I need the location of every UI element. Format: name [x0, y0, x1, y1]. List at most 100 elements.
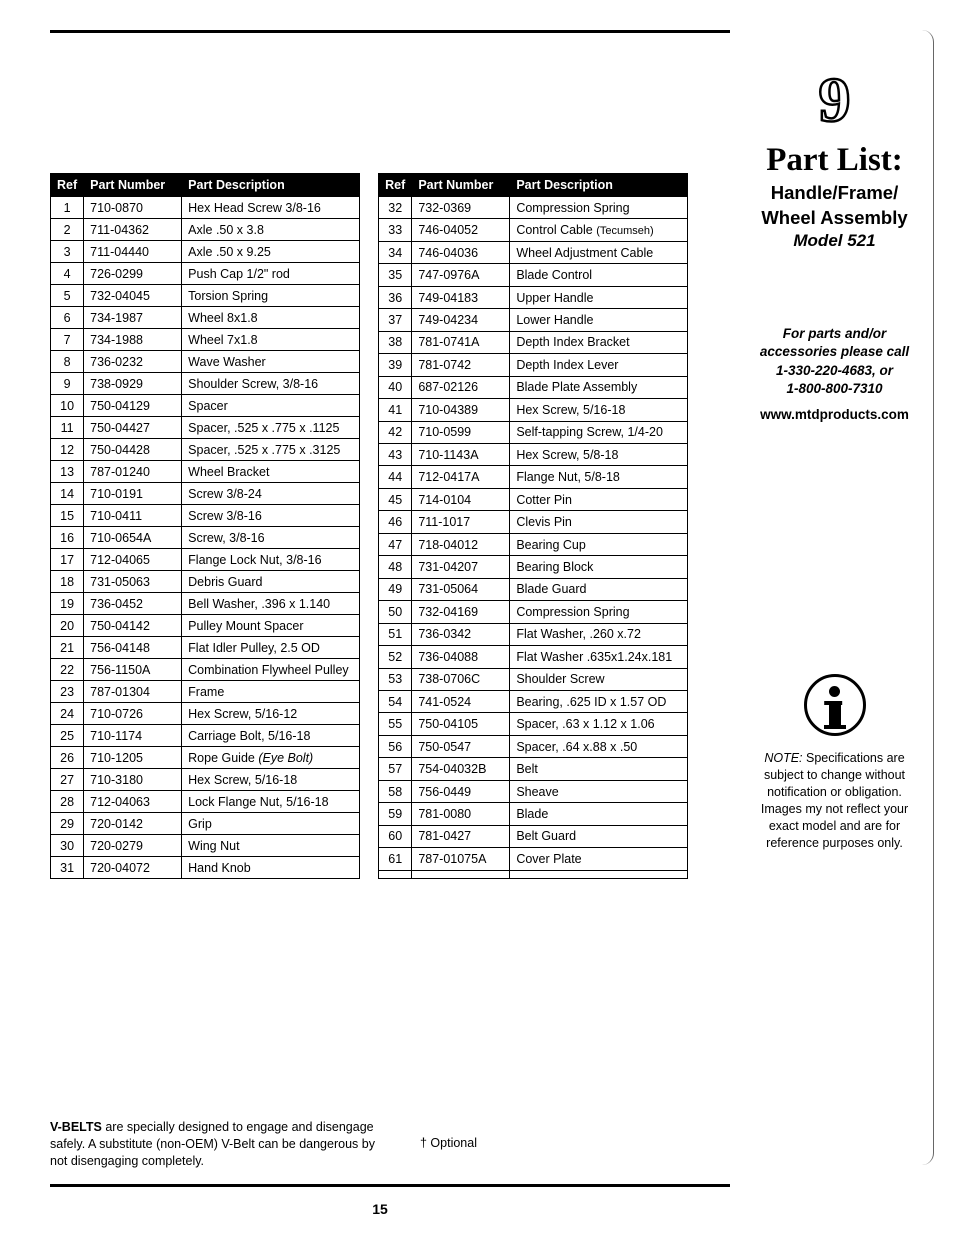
- cell-ref: 34: [379, 241, 412, 263]
- cell-part-number: 718-04012: [412, 533, 510, 555]
- table-row: 37749-04234Lower Handle: [379, 309, 688, 331]
- cell-part-number: 720-0142: [84, 813, 182, 835]
- cell-ref: 4: [51, 263, 84, 285]
- cell-part-number: 710-3180: [84, 769, 182, 791]
- cell-part-number: 750-04142: [84, 615, 182, 637]
- table-row: 50732-04169Compression Spring: [379, 601, 688, 623]
- phone-1: 1-330-220-4683, or: [760, 362, 909, 380]
- cell-part-number: 750-04105: [412, 713, 510, 735]
- cell-part-description: Hand Knob: [182, 857, 360, 879]
- cell-part-description: Pulley Mount Spacer: [182, 615, 360, 637]
- table-row: 2711-04362Axle .50 x 3.8: [51, 219, 360, 241]
- table-row: 57754-04032BBelt: [379, 758, 688, 780]
- cell-part-description: Spacer: [182, 395, 360, 417]
- table-row: 4726-0299Push Cap 1/2" rod: [51, 263, 360, 285]
- cell-part-description: Frame: [182, 681, 360, 703]
- cell-ref: 60: [379, 825, 412, 847]
- cell-part-number: 746-04052: [412, 219, 510, 241]
- cell-ref: 13: [51, 461, 84, 483]
- table-row: 29720-0142Grip: [51, 813, 360, 835]
- contact-lead-1: For parts and/or: [760, 325, 909, 343]
- cell-part-description: Shoulder Screw, 3/8-16: [182, 373, 360, 395]
- cell-ref: 18: [51, 571, 84, 593]
- cell-ref: 42: [379, 421, 412, 443]
- cell-part-number: 750-04428: [84, 439, 182, 461]
- cell-part-number: 714-0104: [412, 488, 510, 510]
- cell-part-description: Flat Washer .635x1.24x.181: [510, 646, 688, 668]
- cell-part-number: 710-0870: [84, 197, 182, 219]
- cell-part-description: Wheel 7x1.8: [182, 329, 360, 351]
- cell-part-number: 732-0369: [412, 197, 510, 219]
- cell-part-number: 726-0299: [84, 263, 182, 285]
- table-row: 44712-0417AFlange Nut, 5/8-18: [379, 466, 688, 488]
- cell-ref: 12: [51, 439, 84, 461]
- chapter-number: 9: [819, 68, 851, 132]
- cell-ref: 30: [51, 835, 84, 857]
- cell-ref: 37: [379, 309, 412, 331]
- cell-ref: 44: [379, 466, 412, 488]
- cell-part-description: Push Cap 1/2" rod: [182, 263, 360, 285]
- table-row: 27710-3180Hex Screw, 5/16-18: [51, 769, 360, 791]
- cell-part-number: [412, 870, 510, 878]
- cell-part-number: 749-04234: [412, 309, 510, 331]
- cell-ref: 10: [51, 395, 84, 417]
- cell-ref: 27: [51, 769, 84, 791]
- cell-part-description: Control Cable (Tecumseh): [510, 219, 688, 241]
- cell-part-description: Hex Screw, 5/8-18: [510, 443, 688, 465]
- cell-part-number: 720-0279: [84, 835, 182, 857]
- cell-part-description: Bearing Block: [510, 556, 688, 578]
- table-row: 33746-04052Control Cable (Tecumseh): [379, 219, 688, 241]
- cell-ref: 32: [379, 197, 412, 219]
- cell-part-description: Cover Plate: [510, 848, 688, 870]
- cell-part-number: 747-0976A: [412, 264, 510, 286]
- table-row: 12750-04428Spacer, .525 x .775 x .3125: [51, 439, 360, 461]
- cell-ref: 41: [379, 399, 412, 421]
- cell-ref: 57: [379, 758, 412, 780]
- table-row: 24710-0726Hex Screw, 5/16-12: [51, 703, 360, 725]
- table-row: 22756-1150ACombination Flywheel Pulley: [51, 659, 360, 681]
- cell-ref: 29: [51, 813, 84, 835]
- table-row: 59781-0080Blade: [379, 803, 688, 825]
- table-row: 51736-0342Flat Washer, .260 x.72: [379, 623, 688, 645]
- cell-ref: 19: [51, 593, 84, 615]
- table-row: 34746-04036Wheel Adjustment Cable: [379, 241, 688, 263]
- cell-part-number: 710-0599: [412, 421, 510, 443]
- table-row: 42710-0599Self-tapping Screw, 1/4-20: [379, 421, 688, 443]
- table-row: 39781-0742Depth Index Lever: [379, 354, 688, 376]
- cell-ref: [379, 870, 412, 878]
- cell-part-description: Blade: [510, 803, 688, 825]
- cell-part-number: 756-1150A: [84, 659, 182, 681]
- table-row: 3711-04440Axle .50 x 9.25: [51, 241, 360, 263]
- cell-part-number: 731-04207: [412, 556, 510, 578]
- table-row: 17712-04065Flange Lock Nut, 3/8-16: [51, 549, 360, 571]
- table-row: 38781-0741ADepth Index Bracket: [379, 331, 688, 353]
- cell-part-description: Screw 3/8-24: [182, 483, 360, 505]
- cell-ref: 47: [379, 533, 412, 555]
- cell-ref: 25: [51, 725, 84, 747]
- table-row: 61787-01075ACover Plate: [379, 848, 688, 870]
- cell-ref: 8: [51, 351, 84, 373]
- cell-part-description: [510, 870, 688, 878]
- cell-part-number: 738-0929: [84, 373, 182, 395]
- cell-ref: 56: [379, 735, 412, 757]
- cell-part-description: Axle .50 x 3.8: [182, 219, 360, 241]
- sidebar: 9 Part List: Handle/Frame/ Wheel Assembl…: [744, 30, 934, 1165]
- cell-part-number: 746-04036: [412, 241, 510, 263]
- cell-ref: 59: [379, 803, 412, 825]
- table-row: 35747-0976ABlade Control: [379, 264, 688, 286]
- col-part-description: Part Description: [182, 174, 360, 197]
- cell-part-number: 736-0232: [84, 351, 182, 373]
- table-row: 23787-01304Frame: [51, 681, 360, 703]
- cell-ref: 22: [51, 659, 84, 681]
- tables-wrap: Ref Part Number Part Description 1710-08…: [50, 173, 688, 879]
- cell-part-number: 749-04183: [412, 286, 510, 308]
- cell-ref: 48: [379, 556, 412, 578]
- cell-part-description: Rope Guide (Eye Bolt): [182, 747, 360, 769]
- cell-part-description: Grip: [182, 813, 360, 835]
- cell-ref: 26: [51, 747, 84, 769]
- cell-ref: 24: [51, 703, 84, 725]
- col-part-number: Part Number: [412, 174, 510, 197]
- cell-ref: 45: [379, 488, 412, 510]
- table-row: 60781-0427Belt Guard: [379, 825, 688, 847]
- cell-part-description: Hex Screw, 5/16-18: [182, 769, 360, 791]
